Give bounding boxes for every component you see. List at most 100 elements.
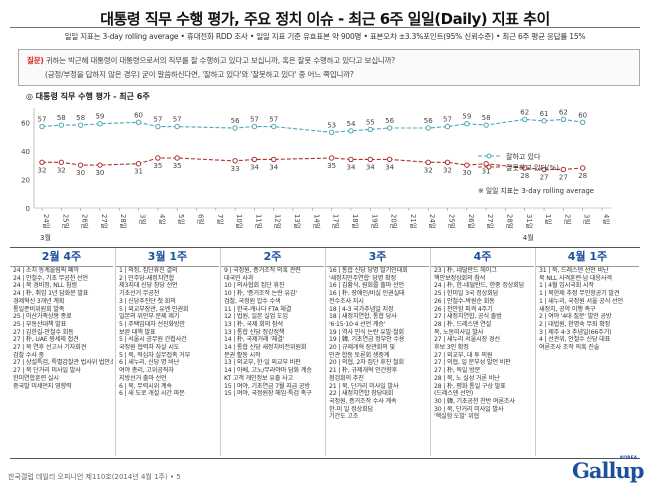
y-tick-label: 40 — [21, 148, 30, 156]
data-label: 35 — [173, 162, 182, 170]
chart-title-text: 대통령 직무 수행 평가 - 최근 6주 — [35, 92, 150, 101]
data-point — [425, 159, 431, 165]
data-label: 57 — [269, 116, 278, 124]
event-item: 국정원 협력자 자살 시도 — [119, 344, 180, 352]
x-tick-label: 20일 — [390, 214, 399, 229]
event-item: 16 | 朴, 장애인/비실 인권실태 — [329, 290, 405, 298]
data-point — [271, 156, 277, 163]
data-label: 57 — [153, 116, 162, 124]
event-item: '6·15·10·4 선언 계승' — [329, 320, 386, 328]
question-text-2: (긍정/부정을 답하지 않은 경우) 굳이 말씀하신다면, '잘하고 있다'와 … — [45, 70, 354, 79]
data-point — [251, 123, 258, 130]
event-item: 27 | 북 단거리 미사일 발사 — [13, 367, 81, 375]
event-item: 5 | 서울시 공무원 간첩사건 — [119, 336, 187, 344]
event-item: 제3지대 신당 창당 선언 — [119, 282, 178, 290]
event-item: 10 | 朴, '증거조작 논란 유감' — [224, 290, 297, 298]
data-label: 56 — [424, 117, 433, 125]
y-tick-label: 60 — [21, 119, 30, 127]
data-point — [97, 121, 103, 127]
data-point — [174, 123, 180, 130]
event-item: 기간도 고조 — [329, 413, 359, 421]
data-point — [328, 155, 335, 161]
event-item: 13 | 朴, 국제 회의 참석 — [224, 320, 283, 328]
data-point — [386, 156, 393, 163]
weekly-events: 2월 4주 24 | 소치 동계올림픽 폐막 24 | 안철수, 기초 무공천 선언… — [10, 248, 640, 458]
x-tick-label: 19일 — [370, 214, 379, 229]
data-point — [483, 122, 489, 128]
event-item: 28 | 북, 노 실성 거론 비난 — [434, 374, 500, 382]
data-label: 28 — [578, 172, 587, 180]
data-point — [579, 119, 586, 125]
event-item: 보완 대책 발표 — [119, 328, 156, 336]
data-label: 60 — [578, 111, 587, 119]
data-label: 53 — [327, 121, 336, 129]
x-tick-label: 24일 — [42, 214, 51, 229]
data-label: 34 — [250, 163, 259, 171]
data-label: 62 — [520, 108, 529, 116]
event-item: 26 | 안철수-박원순 회동 — [434, 297, 495, 305]
x-tick-label: 7일 — [216, 214, 225, 225]
x-tick-label: 1일 — [544, 214, 553, 225]
event-item: 6 | 북, 무력시위 계속 — [119, 382, 172, 390]
event-item: 북, 노동미사일 발사 — [434, 328, 484, 336]
data-label: 62 — [559, 108, 568, 116]
x-tick-label: 12일 — [274, 214, 283, 229]
data-label: 56 — [385, 117, 394, 125]
event-item: 6 | 새누리, 신당 명 비난 — [119, 359, 180, 367]
data-point — [77, 122, 84, 128]
x-tick-label: 4일 — [158, 214, 167, 225]
event-item: (드레스덴 선언) — [434, 390, 474, 398]
legend-marker — [486, 153, 492, 159]
event-item: 24 | 소치 동계올림픽 폐막 — [13, 267, 79, 274]
data-point — [367, 156, 373, 163]
event-item: 5 | 북, 적십자 실무접촉 거부 — [119, 351, 191, 359]
data-label: 61 — [540, 110, 549, 118]
x-tick-label: 3일 — [583, 214, 592, 225]
x-tick-label: 5일 — [177, 214, 186, 225]
event-item: 지방선거 출마 선언 — [119, 374, 167, 382]
chart-divider — [10, 247, 640, 248]
event-item: 1 | 새누리, 국정원 서울 공식 선언 — [539, 297, 623, 305]
week-title: 2주 — [221, 248, 324, 267]
x-tick-labels: 24일 25일 26일 27일 28일 3일 4일 5일 6일 7일 10일 11일 12일 13일 14일… — [40, 208, 611, 242]
event-item: 13 | 외교부, 한·일 외교부 비판 — [224, 359, 301, 367]
event-item: 1 | 4월 임시국회 시작 — [539, 282, 594, 290]
data-label: 35 — [153, 162, 162, 170]
week-column: 3주 16 | 통합 신당 당명 발기인대회 '새정치민주연합' 당명 확정 16 … — [325, 248, 429, 456]
event-item: KT 고객 개인정보 유출 사고 — [224, 374, 293, 382]
event-item: 기초선거 무공천 — [119, 290, 160, 298]
event-item: 30 | 韓, 기초공천 찬반 여론조사 — [434, 397, 515, 405]
question-text-1: 귀하는 박근혜 대통령이 대통령으로서의 직무를 잘 수행하고 있다고 보십니까… — [45, 56, 396, 65]
data-label: 59 — [462, 113, 471, 121]
event-item: 여야 총리, 고위공직자 — [119, 367, 174, 375]
data-label: 34 — [347, 163, 356, 171]
x-tick-label: 18일 — [351, 214, 360, 229]
data-point — [232, 158, 238, 164]
data-point — [135, 119, 142, 125]
event-item: 한-미 일 정상회담 — [329, 405, 374, 413]
question-label: 질문) — [27, 56, 44, 65]
legend-label: 잘못하고 있다(%) — [506, 163, 559, 172]
data-label: 30 — [76, 169, 85, 177]
event-item: 28 | 朴, 평화 통일 구상 발표 — [434, 382, 506, 390]
event-item: 11 | 한국-캐나다 FTA 체결 — [224, 305, 292, 313]
event-item: 20 | 의협, 2차 집단 휴진 철회 — [329, 359, 404, 367]
data-point — [541, 118, 547, 124]
event-item: 3 | 신당추진단 첫 회의 — [119, 297, 176, 305]
x-tick-label: 4일 — [602, 214, 611, 225]
x-tick-label: 13일 — [293, 214, 302, 229]
y-tick-label: 0 — [26, 205, 30, 213]
event-item: 15 | 여야, 기초연금 7월 지급 공방 — [224, 382, 310, 390]
data-label: 27 — [540, 173, 549, 181]
data-point — [522, 116, 528, 123]
x-tick-label: 11일 — [254, 214, 263, 229]
data-label: 58 — [76, 114, 85, 122]
data-label: 32 — [38, 166, 47, 174]
data-point — [58, 159, 65, 165]
event-item: 27 | 외교부, 대 투 의원 — [434, 351, 493, 359]
data-label: 57 — [173, 116, 182, 124]
week-column: 4월 1주 31 | 북, 드레스덴 선언 비난 북 NLL 사격훈련·남 대응사… — [535, 248, 639, 456]
event-item: 검찰, 국정원 압수 수색 — [224, 297, 281, 305]
data-point — [541, 166, 547, 173]
data-point — [155, 155, 161, 161]
